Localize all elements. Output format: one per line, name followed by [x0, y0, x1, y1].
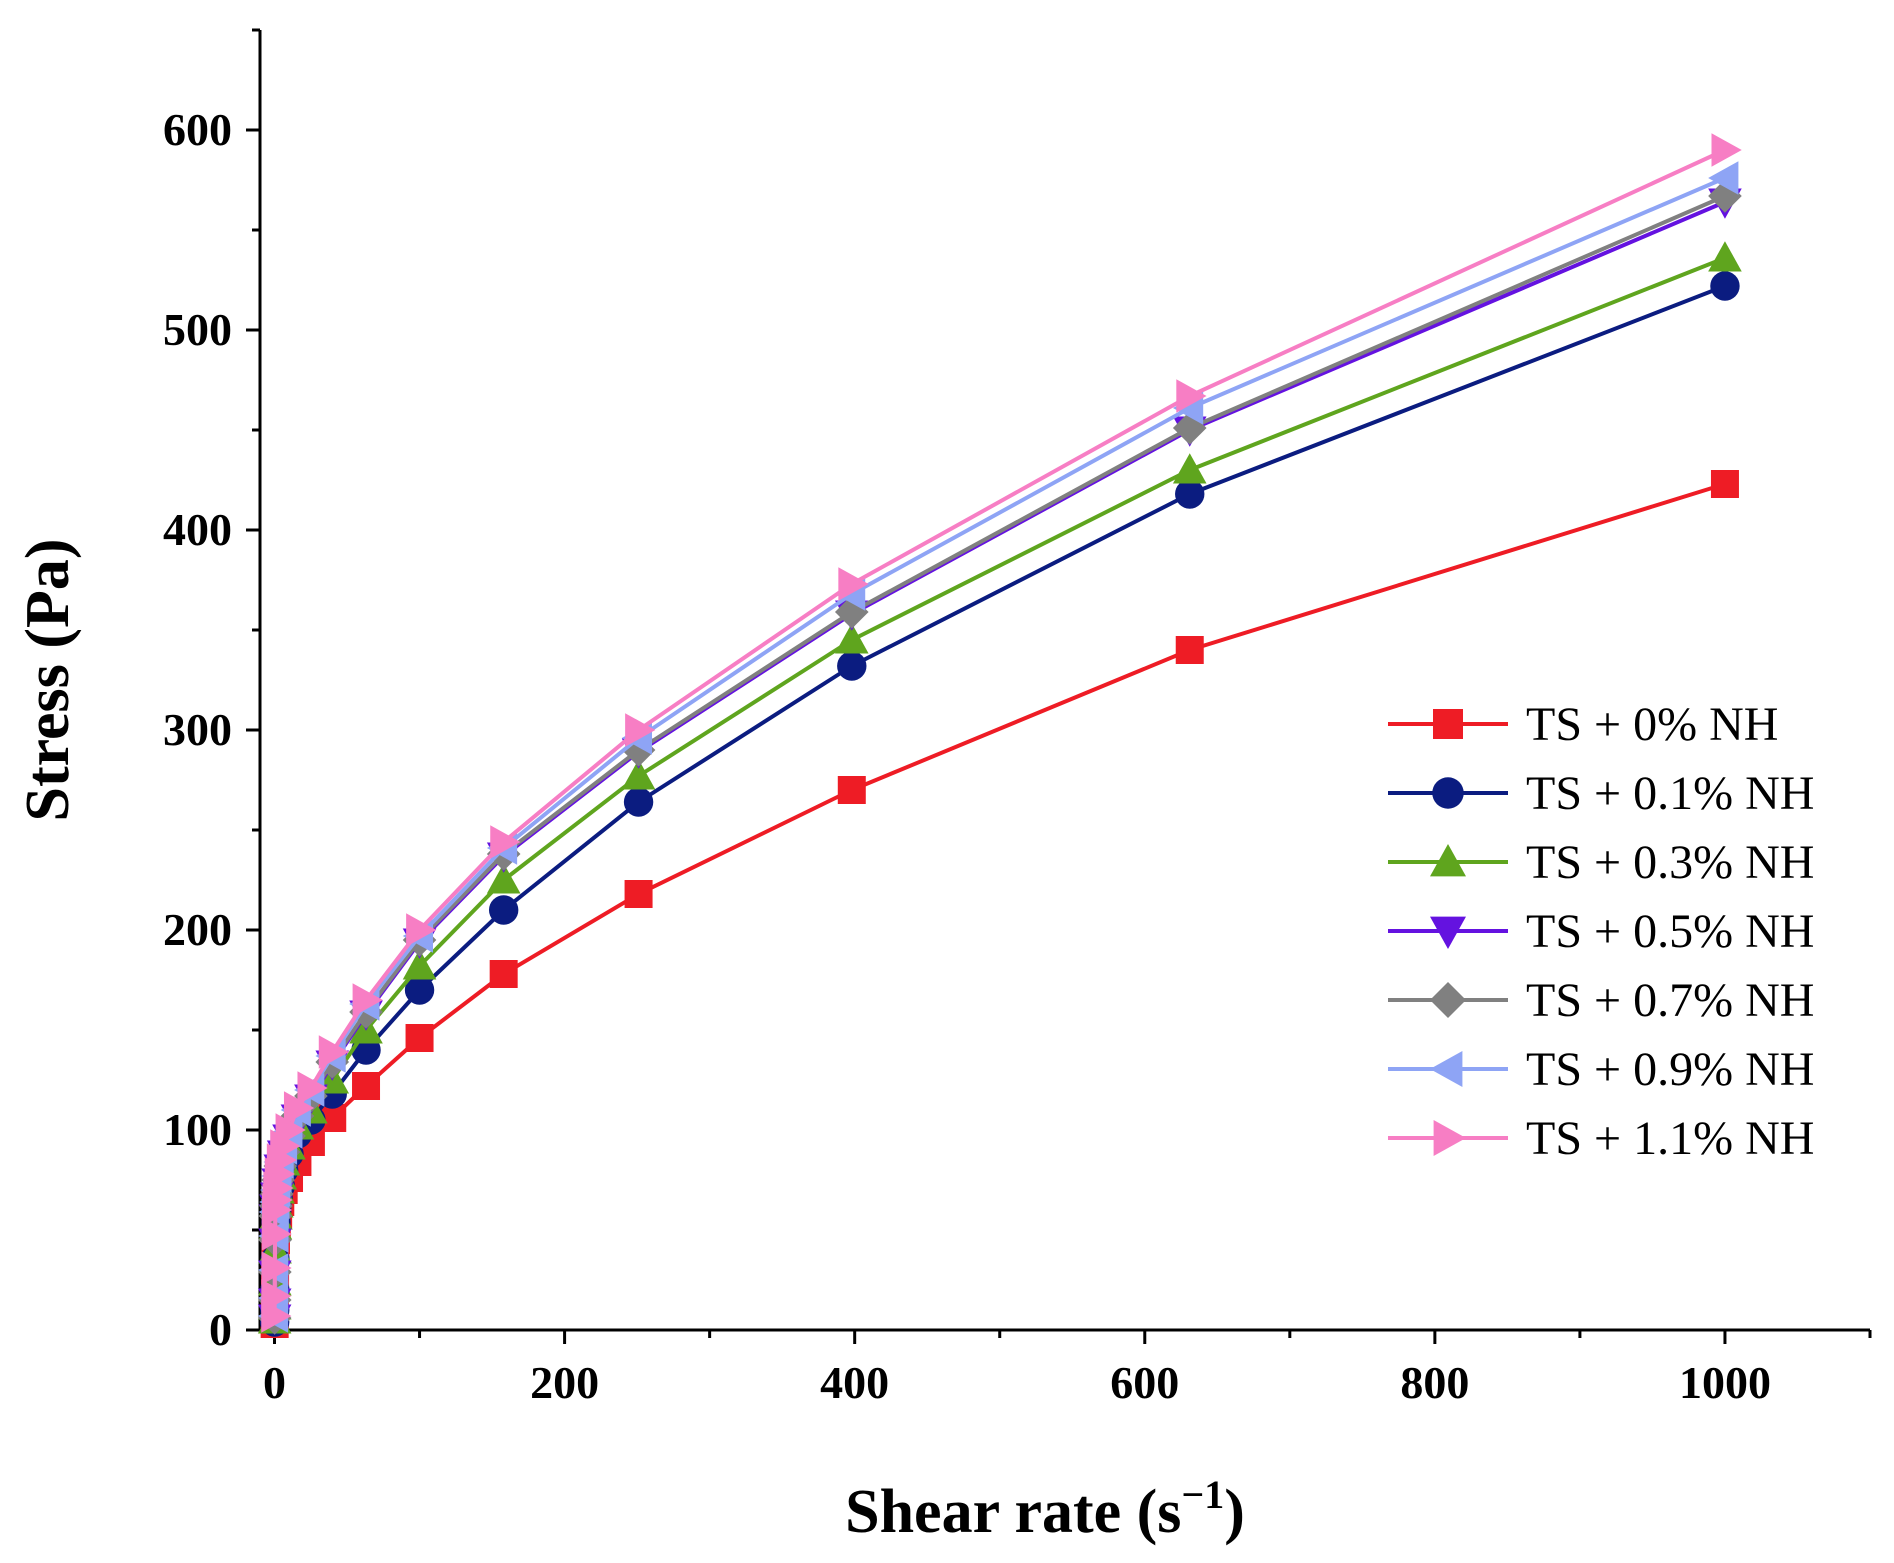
data-point [352, 1072, 381, 1100]
legend-entry: TS + 0.7% NH [1388, 974, 1814, 1027]
y-axis-title: Stress (Pa) [14, 539, 82, 822]
y-tick-label: 500 [163, 304, 232, 355]
data-point [261, 1251, 292, 1285]
series-line [272, 256, 1726, 1321]
x-tick-label: 1000 [1679, 1357, 1771, 1408]
legend-marker [1433, 709, 1463, 739]
data-point [1711, 133, 1742, 167]
x-axis-title-main: Shear rate (s [845, 1478, 1181, 1546]
data-point [261, 1279, 292, 1313]
data-point [488, 895, 519, 925]
legend-entry: TS + 0.5% NH [1388, 905, 1814, 958]
data-point [625, 713, 656, 747]
data-point [404, 975, 435, 1005]
data-point [621, 759, 656, 790]
data-point [1710, 271, 1740, 301]
data-point [486, 863, 521, 894]
data-point [624, 880, 653, 908]
x-tick-label: 600 [1110, 1357, 1179, 1408]
series-1 [259, 271, 1740, 1337]
series-line [272, 148, 1726, 1317]
legend-entry: TS + 0% NH [1388, 698, 1778, 751]
data-point [297, 1071, 328, 1105]
data-point [1710, 470, 1739, 498]
data-point [490, 825, 521, 859]
data-point [1175, 636, 1204, 664]
legend-marker [1430, 1051, 1463, 1087]
legend-marker [1430, 844, 1466, 877]
legend-label: TS + 0.7% NH [1526, 974, 1814, 1027]
x-tick-label: 800 [1400, 1357, 1469, 1408]
x-tick-label: 200 [530, 1357, 599, 1408]
legend-entry: TS + 0.3% NH [1388, 836, 1814, 889]
legend: TS + 0% NH TS + 0.1% NH TS + 0.3% NH TS + 0… [1388, 698, 1814, 1165]
legend-label: TS + 0.3% NH [1526, 836, 1814, 889]
data-point [402, 949, 437, 980]
x-tick-label: 400 [820, 1357, 889, 1408]
legend-label: TS + 0.1% NH [1526, 767, 1814, 820]
data-point [838, 567, 869, 601]
series-layer [257, 133, 1742, 1338]
data-point [1708, 161, 1739, 195]
data-point [283, 1091, 315, 1125]
y-tick-label: 100 [163, 1104, 232, 1155]
series-line [272, 176, 1726, 1317]
data-point [275, 1113, 306, 1147]
data-point [834, 623, 869, 654]
y-tick-label: 600 [163, 104, 232, 155]
legend-marker [1432, 777, 1464, 809]
series-4 [257, 179, 1742, 1335]
series-2 [257, 241, 1742, 1334]
legend-entry: TS + 0.9% NH [1388, 1043, 1814, 1096]
y-tick-label: 200 [163, 904, 232, 955]
legend-label: TS + 0.9% NH [1526, 1043, 1814, 1096]
series-line [272, 284, 1726, 1323]
x-axis-title: Shear rate (s−1) [845, 1472, 1245, 1546]
data-point [489, 960, 518, 988]
x-axis-title-superscript: −1 [1181, 1472, 1224, 1517]
series-line [272, 194, 1726, 1319]
y-tick-label: 400 [163, 504, 232, 555]
legend-marker [1430, 982, 1466, 1018]
legend-entry: TS + 1.1% NH [1388, 1112, 1814, 1165]
data-point [352, 983, 383, 1017]
data-point [1175, 479, 1205, 509]
legend-entry: TS + 0.1% NH [1388, 767, 1814, 820]
data-point [1172, 453, 1207, 484]
legend-label: TS + 0.5% NH [1526, 905, 1814, 958]
x-axis-title-tail: ) [1224, 1478, 1245, 1546]
y-tick-label: 300 [163, 704, 232, 755]
y-tick-label: 0 [209, 1304, 232, 1355]
legend-label: TS + 0% NH [1526, 698, 1778, 751]
data-point [837, 776, 866, 804]
series-5 [257, 161, 1739, 1333]
data-point [1708, 241, 1742, 272]
data-point [1176, 379, 1207, 413]
data-point [406, 913, 437, 947]
series-3 [257, 188, 1742, 1335]
legend-label: TS + 1.1% NH [1526, 1112, 1814, 1165]
series-6 [261, 133, 1742, 1333]
data-point [837, 651, 867, 681]
legend-marker [1433, 1120, 1466, 1156]
x-tick-label: 0 [263, 1357, 286, 1408]
data-point [318, 1035, 350, 1069]
legend-marker [1430, 916, 1466, 949]
data-point [405, 1024, 434, 1052]
axes: 0 100 200 300 400 500 600 0 200 400 600 800 1000 [163, 28, 1872, 1408]
data-point [623, 787, 654, 817]
data-point [261, 1217, 292, 1251]
